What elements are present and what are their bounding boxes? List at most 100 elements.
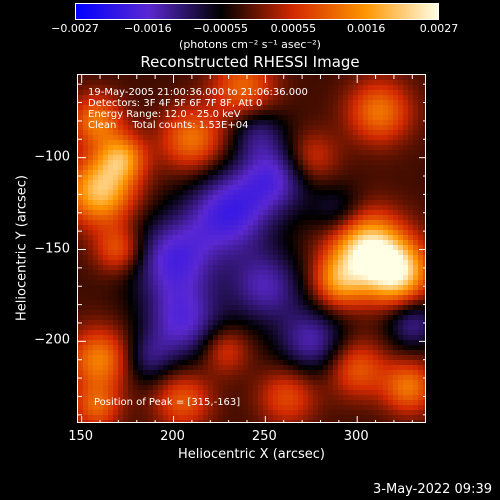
heatmap-cell: [343, 380, 349, 386]
heatmap-cell: [178, 355, 184, 361]
heatmap-cell: [423, 325, 425, 331]
heatmap-cell: [283, 360, 289, 366]
heatmap-cell: [198, 195, 204, 201]
heatmap-cell: [238, 210, 244, 216]
heatmap-cell: [293, 185, 299, 191]
heatmap-cell: [168, 125, 174, 131]
heatmap-cell: [278, 255, 284, 261]
heatmap-cell: [368, 230, 374, 236]
heatmap-cell: [398, 390, 404, 396]
heatmap-cell: [378, 385, 384, 391]
heatmap-cell: [423, 220, 425, 226]
heatmap-cell: [303, 145, 309, 151]
heatmap-cell: [353, 175, 359, 181]
heatmap-cell: [283, 305, 289, 311]
heatmap-cell: [383, 160, 389, 166]
heatmap-cell: [83, 220, 89, 226]
heatmap-cell: [148, 290, 154, 296]
heatmap-cell: [358, 275, 364, 281]
heatmap-cell: [133, 270, 139, 276]
heatmap-cell: [113, 345, 119, 351]
heatmap-cell: [273, 265, 279, 271]
heatmap-cell: [143, 365, 149, 371]
heatmap-cell: [293, 345, 299, 351]
heatmap-cell: [123, 255, 129, 261]
heatmap-cell: [303, 125, 309, 131]
heatmap-cell: [403, 305, 409, 311]
heatmap-cell: [343, 205, 349, 211]
heatmap-cell: [418, 400, 424, 406]
heatmap-cell: [93, 145, 99, 151]
heatmap-cell: [178, 335, 184, 341]
heatmap-cell: [398, 170, 404, 176]
heatmap-cell: [398, 335, 404, 341]
heatmap-cell: [158, 220, 164, 226]
heatmap-cell: [333, 315, 339, 321]
heatmap-cell: [243, 245, 249, 251]
heatmap-cell: [98, 125, 104, 131]
heatmap-cell: [253, 245, 259, 251]
heatmap-cell: [353, 270, 359, 276]
heatmap-cell: [138, 325, 144, 331]
heatmap-cell: [423, 255, 425, 261]
heatmap-cell: [223, 410, 229, 416]
heatmap-cell: [208, 410, 214, 416]
heatmap-cell: [138, 95, 144, 101]
heatmap-cell: [103, 260, 109, 266]
heatmap-cell: [163, 405, 169, 411]
heatmap-cell: [233, 180, 239, 186]
heatmap-cell: [268, 365, 274, 371]
heatmap-cell: [233, 215, 239, 221]
heatmap-cell: [138, 100, 144, 106]
heatmap-cell: [148, 410, 154, 416]
heatmap-cell: [263, 190, 269, 196]
heatmap-cell: [353, 135, 359, 141]
heatmap-cell: [108, 170, 114, 176]
heatmap-cell: [243, 330, 249, 336]
heatmap-cell: [258, 330, 264, 336]
heatmap-cell: [308, 355, 314, 361]
heatmap-cell: [143, 145, 149, 151]
heatmap-cell: [248, 225, 254, 231]
heatmap-cell: [93, 265, 99, 271]
heatmap-cell: [268, 265, 274, 271]
heatmap-cell: [343, 325, 349, 331]
heatmap-cell: [103, 165, 109, 171]
heatmap-cell: [143, 235, 149, 241]
heatmap-cell: [278, 345, 284, 351]
heatmap-cell: [398, 120, 404, 126]
heatmap-cell: [173, 110, 179, 116]
heatmap-cell: [213, 255, 219, 261]
heatmap-cell: [383, 140, 389, 146]
heatmap-cell: [158, 325, 164, 331]
heatmap-cell: [273, 415, 279, 421]
heatmap-cell: [168, 310, 174, 316]
heatmap-cell: [393, 215, 399, 221]
heatmap-cell: [363, 345, 369, 351]
heatmap-cell: [88, 235, 94, 241]
heatmap-cell: [398, 415, 404, 421]
heatmap-cell: [258, 190, 264, 196]
heatmap-cell: [193, 75, 199, 81]
heatmap-cell: [133, 335, 139, 341]
heatmap-svg: [78, 75, 425, 422]
heatmap-cell: [173, 155, 179, 161]
heatmap-cell: [163, 220, 169, 226]
heatmap-cell: [393, 295, 399, 301]
heatmap-cell: [203, 125, 209, 131]
heatmap-cell: [78, 175, 84, 181]
heatmap-cell: [293, 130, 299, 136]
heatmap-cell: [398, 275, 404, 281]
heatmap-cell: [383, 360, 389, 366]
heatmap-cell: [318, 330, 324, 336]
heatmap-cell: [208, 105, 214, 111]
heatmap-cell: [368, 140, 374, 146]
heatmap-cell: [418, 375, 424, 381]
heatmap-cell: [193, 395, 199, 401]
heatmap-cell: [193, 245, 199, 251]
heatmap-cell: [258, 310, 264, 316]
heatmap-cell: [163, 180, 169, 186]
heatmap-cell: [313, 180, 319, 186]
heatmap-cell: [83, 240, 89, 246]
heatmap-cell: [163, 135, 169, 141]
